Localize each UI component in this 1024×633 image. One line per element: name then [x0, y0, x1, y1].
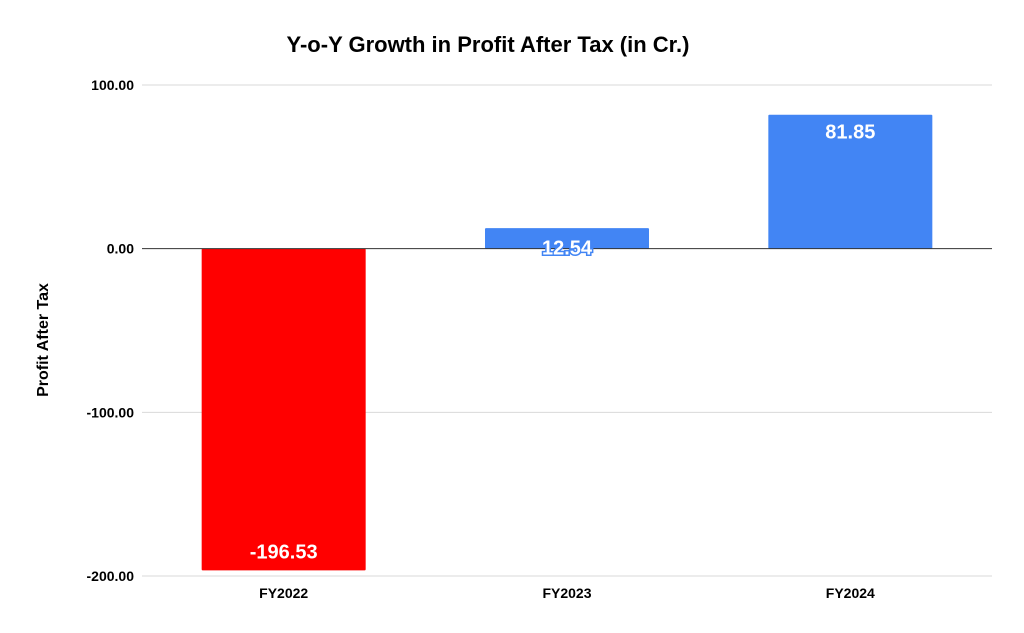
y-axis-label: Profit After Tax	[35, 283, 52, 397]
data-label: -196.53	[250, 541, 318, 563]
bars	[201, 114, 933, 571]
bar-fy2022	[201, 248, 366, 571]
bar-fy2024	[768, 114, 933, 249]
bar-fy2023	[485, 228, 649, 249]
y-tick-labels: 100.00 0.00 -100.00 -200.00	[87, 77, 135, 584]
y-tick-label: -200.00	[87, 568, 135, 584]
x-tick-labels: FY2022 FY2023 FY2024	[259, 585, 875, 601]
y-tick-label: 100.00	[91, 77, 134, 93]
y-tick-label: -100.00	[87, 404, 135, 420]
x-tick-label: FY2022	[259, 585, 308, 601]
y-tick-label: 0.00	[107, 241, 134, 257]
data-labels: -196.53 12.54 81.85	[250, 122, 876, 564]
data-label: 12.54	[542, 238, 593, 260]
x-tick-label: FY2023	[542, 585, 591, 601]
x-tick-label: FY2024	[826, 585, 875, 601]
chart-title: Y-o-Y Growth in Profit After Tax (in Cr.…	[287, 32, 690, 57]
data-label: 81.85	[825, 122, 875, 144]
